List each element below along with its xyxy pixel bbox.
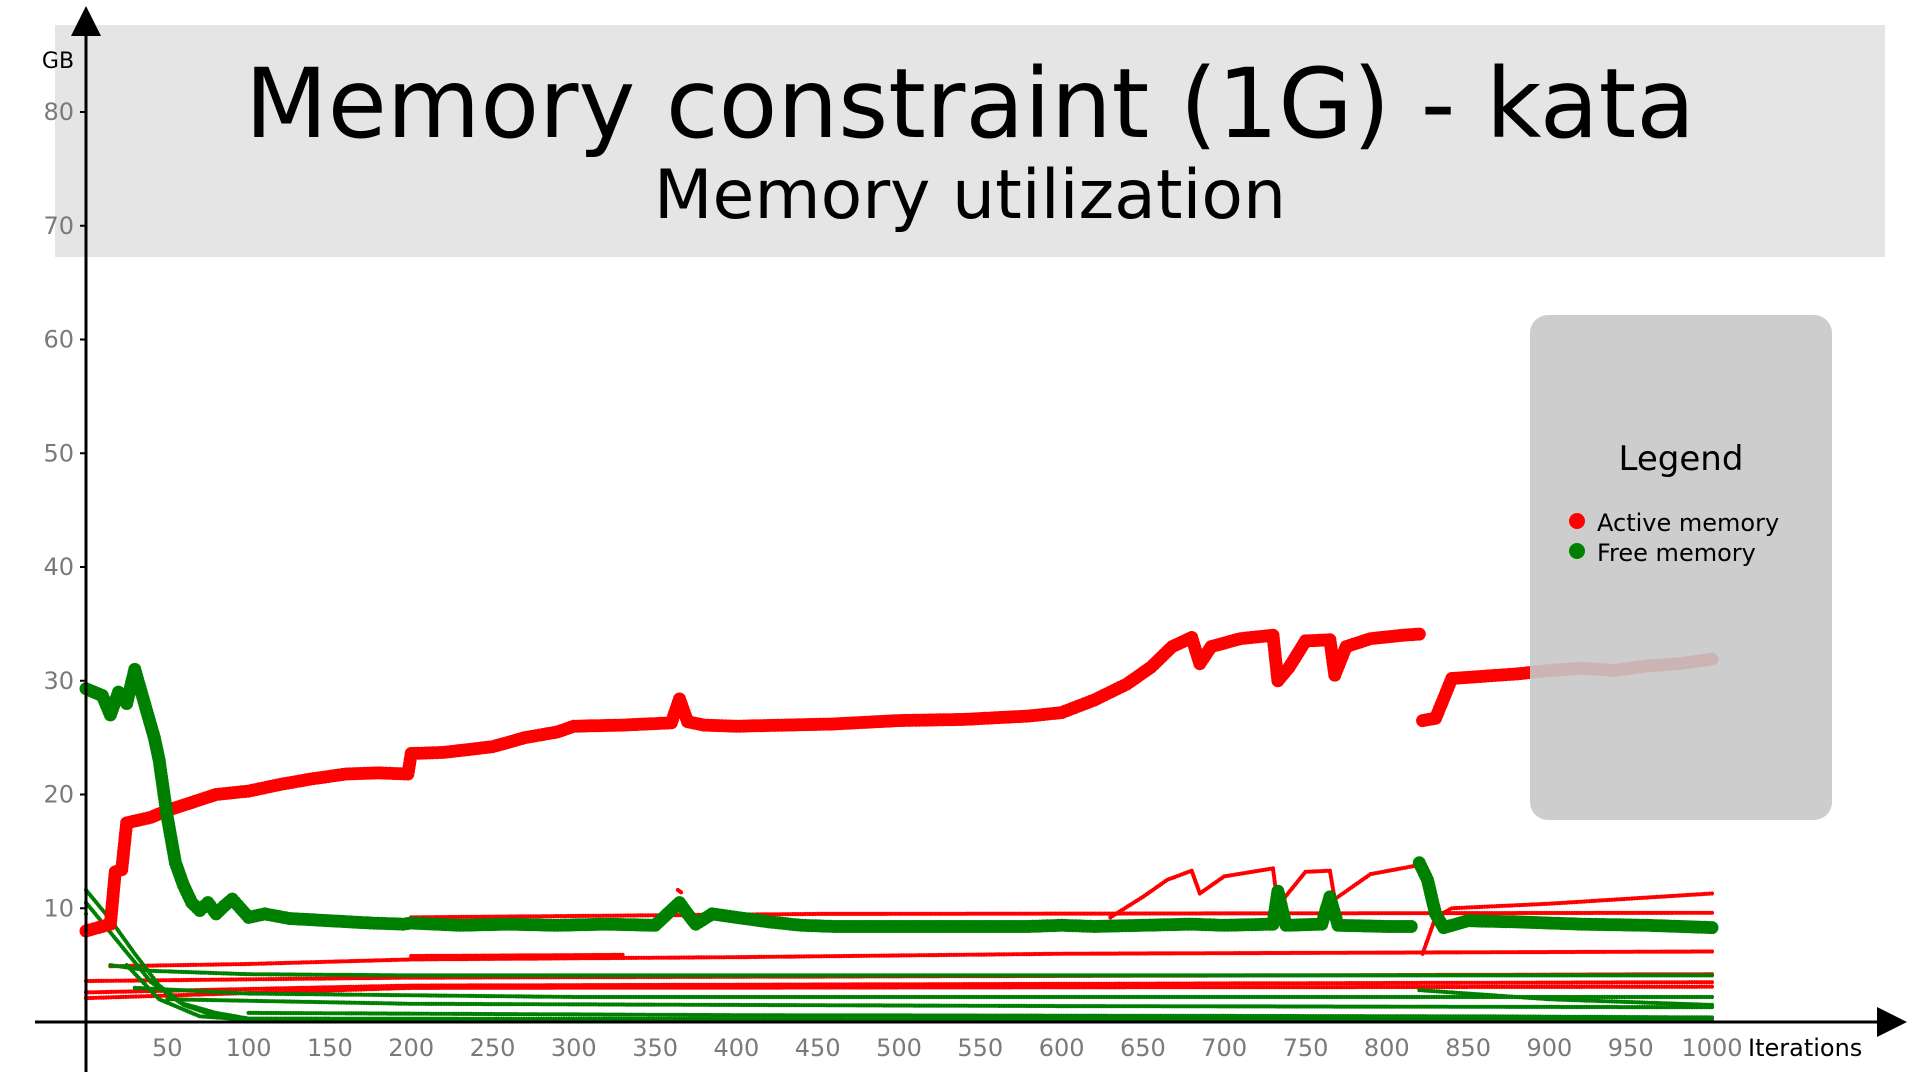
title-banner — [55, 25, 1885, 257]
x-tick-label: 100 — [226, 1034, 272, 1062]
x-tick-label: 150 — [307, 1034, 353, 1062]
x-tick-label: 850 — [1445, 1034, 1491, 1062]
y-tick-label: 60 — [43, 326, 74, 354]
x-tick-label: 200 — [388, 1034, 434, 1062]
active-memory-trace-point — [1709, 891, 1715, 896]
chart-subtitle: Memory utilization — [654, 156, 1286, 235]
x-tick-label: 650 — [1120, 1034, 1166, 1062]
x-tick-label: 950 — [1608, 1034, 1654, 1062]
y-tick-label: 30 — [43, 667, 74, 695]
thin-series-layer — [83, 862, 1715, 1022]
active-memory-trace-point — [679, 890, 684, 895]
x-tick-label: 350 — [632, 1034, 678, 1062]
x-tick-label: 500 — [876, 1034, 922, 1062]
x-tick-label: 550 — [957, 1034, 1003, 1062]
x-tick-label: 250 — [470, 1034, 516, 1062]
x-tick-label: 450 — [795, 1034, 841, 1062]
y-tick-label: 80 — [43, 98, 74, 126]
active-memory-trace-point — [1709, 984, 1715, 989]
x-tick-label: 600 — [1039, 1034, 1085, 1062]
y-tick-label: 40 — [43, 553, 74, 581]
y-tick-label: 10 — [43, 894, 74, 922]
x-tick-label: 400 — [713, 1034, 759, 1062]
y-tick-label: 50 — [43, 439, 74, 467]
x-tick-label: 1000 — [1681, 1034, 1742, 1062]
x-tick-label: 800 — [1364, 1034, 1410, 1062]
x-tick-label: 700 — [1201, 1034, 1247, 1062]
chart-title: Memory constraint (1G) - kata — [245, 48, 1695, 160]
active-memory-trace-point — [1709, 980, 1715, 985]
x-axis-ticks: 50 100 150 200 250 300 350 400 450 500 550 600 650 70… — [152, 1034, 1743, 1062]
active-memory-trace-point — [1709, 910, 1715, 915]
y-tick-label: 20 — [43, 781, 74, 809]
y-tick-label: 70 — [43, 212, 74, 240]
active-memory-trace-point — [1709, 949, 1715, 954]
y-axis-ticks: 10 20 30 40 50 60 70 80 — [43, 98, 86, 922]
x-tick-label: 300 — [551, 1034, 597, 1062]
x-tick-label: 50 — [152, 1034, 183, 1062]
x-tick-label: 750 — [1283, 1034, 1329, 1062]
x-tick-label: 900 — [1526, 1034, 1572, 1062]
active-memory-trace-point — [620, 952, 625, 958]
